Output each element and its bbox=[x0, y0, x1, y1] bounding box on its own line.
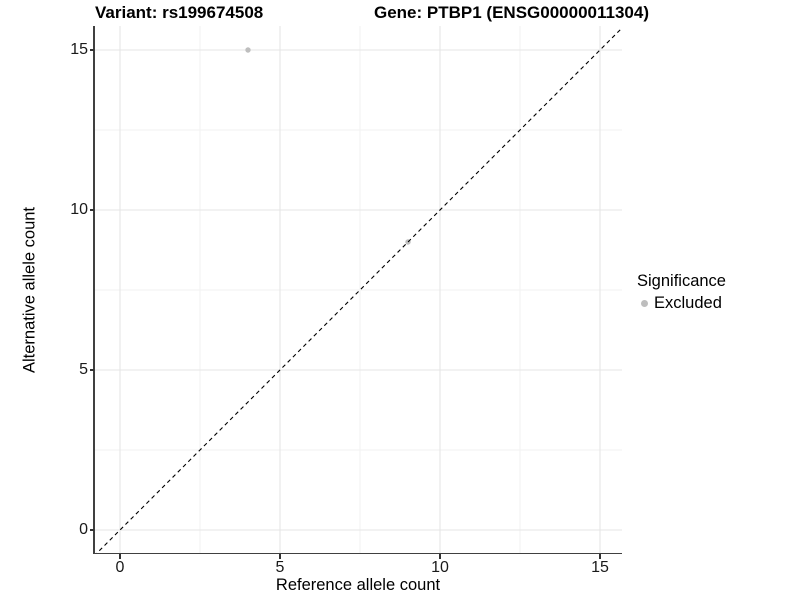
x-axis-line bbox=[93, 552, 623, 554]
x-axis-title: Reference allele count bbox=[275, 576, 441, 594]
legend: Significance Excluded bbox=[637, 271, 726, 313]
legend-title: Significance bbox=[637, 272, 726, 290]
excluded-point-icon bbox=[641, 299, 648, 307]
plot-panel bbox=[94, 26, 622, 554]
data-point bbox=[245, 47, 251, 53]
x-tick-label: 10 bbox=[431, 559, 449, 576]
legend-item-label: Excluded bbox=[654, 294, 722, 312]
y-tick-label: 0 bbox=[79, 521, 88, 538]
y-tick-label: 15 bbox=[70, 41, 88, 58]
x-tick-mark bbox=[119, 554, 121, 559]
x-tick-label: 15 bbox=[591, 559, 609, 576]
x-tick-mark bbox=[279, 554, 281, 559]
legend-item-excluded: Excluded bbox=[637, 293, 726, 313]
x-tick-mark bbox=[439, 554, 441, 559]
y-tick-mark bbox=[89, 529, 94, 531]
plot-title-gene: Gene: PTBP1 (ENSG00000011304) bbox=[374, 3, 649, 22]
y-tick-label: 10 bbox=[70, 201, 88, 218]
y-tick-mark bbox=[89, 209, 94, 211]
x-tick-label: 0 bbox=[115, 559, 125, 576]
x-tick-mark bbox=[599, 554, 601, 559]
y-axis-line bbox=[93, 26, 95, 554]
y-tick-mark bbox=[89, 49, 94, 51]
y-tick-mark bbox=[89, 369, 94, 371]
identity-reference-line bbox=[95, 27, 622, 554]
y-axis-title: Alternative allele count bbox=[20, 206, 39, 374]
y-tick-label: 5 bbox=[79, 361, 88, 378]
x-tick-label: 5 bbox=[275, 559, 285, 576]
plot-title-variant: Variant: rs199674508 bbox=[95, 3, 264, 22]
